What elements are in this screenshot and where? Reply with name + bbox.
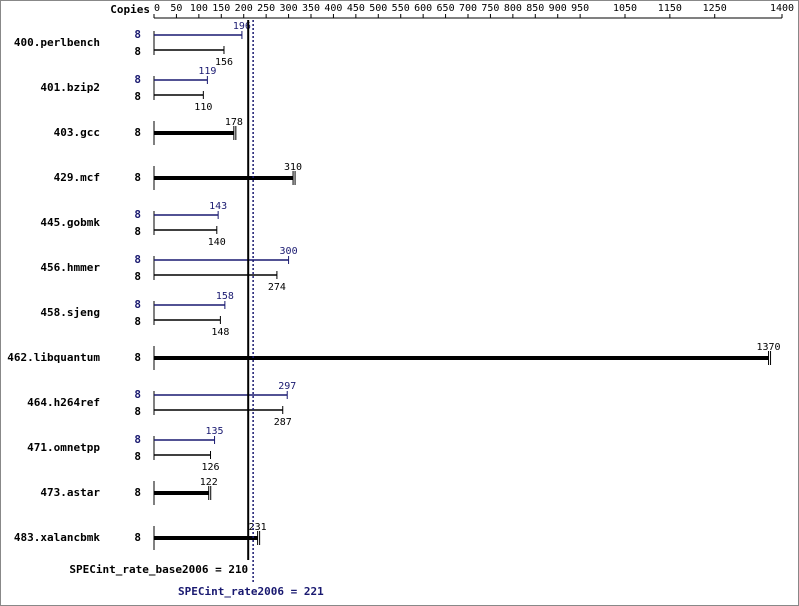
base-metric-label: SPECint_rate_base2006 = 210 <box>69 563 248 576</box>
benchmark-label: 429.mcf <box>54 171 100 184</box>
x-tick-label: 1150 <box>658 3 682 14</box>
copies: 8 <box>134 90 141 103</box>
x-axis-label: Copies <box>110 3 150 16</box>
value-label: 140 <box>208 237 226 248</box>
value-label: 158 <box>216 291 234 302</box>
x-tick-label: 50 <box>170 3 182 14</box>
x-tick-label: 150 <box>212 3 230 14</box>
x-tick-label: 100 <box>190 3 208 14</box>
value-label: 122 <box>200 477 218 488</box>
copies: 8 <box>134 388 141 401</box>
x-tick-label: 550 <box>392 3 410 14</box>
copies: 8 <box>134 225 141 238</box>
value-label: 148 <box>211 327 229 338</box>
x-tick-label: 0 <box>154 3 160 14</box>
x-tick-label: 600 <box>414 3 432 14</box>
x-tick-label: 950 <box>571 3 589 14</box>
x-tick-label: 300 <box>280 3 298 14</box>
value-label: 1370 <box>756 342 780 353</box>
value-label: 287 <box>274 417 292 428</box>
x-tick-label: 200 <box>235 3 253 14</box>
copies: 8 <box>134 270 141 283</box>
copies: 8 <box>134 433 141 446</box>
x-tick-label: 900 <box>549 3 567 14</box>
copies: 8 <box>134 531 141 544</box>
x-tick-label: 500 <box>369 3 387 14</box>
x-tick-label: 1050 <box>613 3 637 14</box>
x-tick-label: 400 <box>324 3 342 14</box>
benchmark-label: 462.libquantum <box>7 351 100 364</box>
value-label: 135 <box>206 426 224 437</box>
x-tick-label: 650 <box>437 3 455 14</box>
bar <box>154 356 769 360</box>
copies: 8 <box>134 45 141 58</box>
value-label: 110 <box>194 102 212 113</box>
x-tick-label: 750 <box>481 3 499 14</box>
value-label: 119 <box>198 66 216 77</box>
value-label: 126 <box>201 462 219 473</box>
benchmark-label: 471.omnetpp <box>27 441 100 454</box>
value-label: 231 <box>249 522 267 533</box>
benchmark-label: 401.bzip2 <box>40 81 100 94</box>
copies: 8 <box>134 450 141 463</box>
value-label: 297 <box>278 381 296 392</box>
bar <box>154 131 234 135</box>
x-tick-label: 700 <box>459 3 477 14</box>
copies: 8 <box>134 208 141 221</box>
value-label: 274 <box>268 282 286 293</box>
bar <box>154 491 209 495</box>
value-label: 300 <box>280 246 298 257</box>
benchmark-label: 456.hmmer <box>40 261 100 274</box>
benchmark-label: 400.perlbench <box>14 36 100 49</box>
benchmark-label: 458.sjeng <box>40 306 100 319</box>
benchmark-label: 483.xalancbmk <box>14 531 100 544</box>
copies: 8 <box>134 73 141 86</box>
value-label: 156 <box>215 57 233 68</box>
bar <box>154 536 258 540</box>
value-label: 178 <box>225 117 243 128</box>
value-label: 310 <box>284 162 302 173</box>
copies: 8 <box>134 298 141 311</box>
x-tick-label: 350 <box>302 3 320 14</box>
copies: 8 <box>134 405 141 418</box>
peak-metric-label: SPECint_rate2006 = 221 <box>178 585 324 598</box>
x-tick-label: 850 <box>526 3 544 14</box>
benchmark-label: 464.h264ref <box>27 396 100 409</box>
copies: 8 <box>134 351 141 364</box>
x-tick-label: 450 <box>347 3 365 14</box>
copies: 8 <box>134 126 141 139</box>
copies: 8 <box>134 171 141 184</box>
benchmark-label: 403.gcc <box>54 126 100 139</box>
copies: 8 <box>134 253 141 266</box>
x-tick-label: 800 <box>504 3 522 14</box>
bar <box>154 176 294 180</box>
benchmark-label: 473.astar <box>40 486 100 499</box>
copies: 8 <box>134 315 141 328</box>
benchmark-label: 445.gobmk <box>40 216 100 229</box>
copies: 8 <box>134 28 141 41</box>
copies: 8 <box>134 486 141 499</box>
x-tick-label: 1400 <box>770 3 794 14</box>
value-label: 196 <box>233 21 251 32</box>
x-tick-label: 1250 <box>703 3 727 14</box>
value-label: 143 <box>209 201 227 212</box>
x-tick-label: 250 <box>257 3 275 14</box>
